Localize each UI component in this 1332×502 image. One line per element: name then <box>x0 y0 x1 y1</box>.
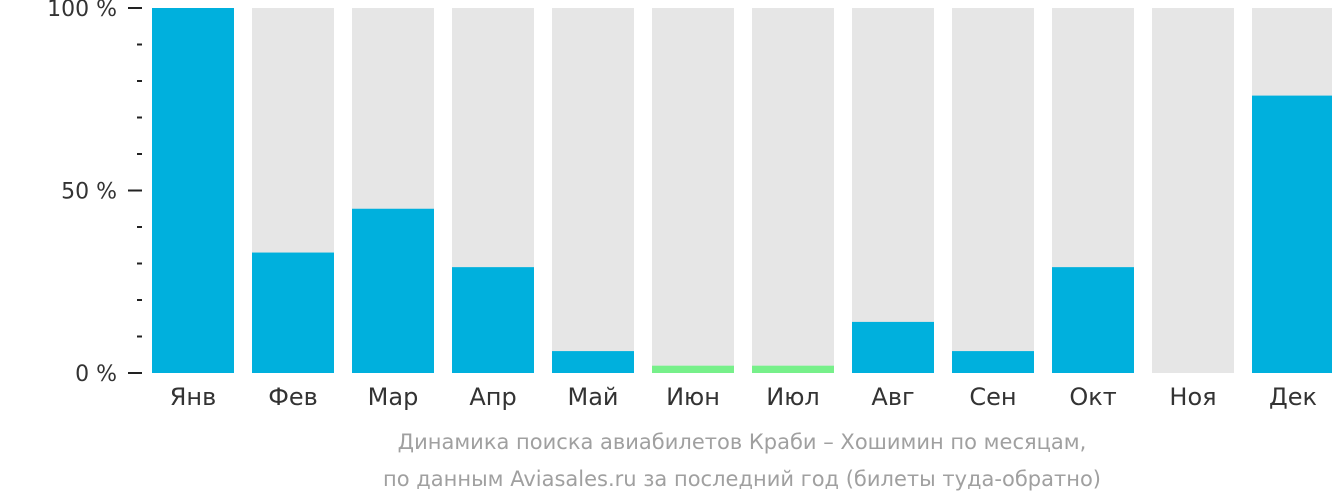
bar <box>1252 95 1332 373</box>
x-axis-labels: Янв Фев Мар Апр Май Июн Июл Авг Сен Окт Ноя Дек <box>170 383 1317 411</box>
x-tick-label: Дек <box>1269 383 1317 411</box>
x-tick-label: Июн <box>666 383 720 411</box>
y-tick-label: 0 % <box>75 362 117 387</box>
bar <box>452 267 534 373</box>
x-tick-label: Янв <box>170 383 217 411</box>
bar <box>852 321 934 373</box>
bar-background <box>952 8 1034 373</box>
bar <box>252 252 334 373</box>
x-tick-label: Окт <box>1069 383 1116 411</box>
chart-caption-line-2: по данным Aviasales.ru за последний год … <box>383 467 1101 491</box>
x-tick-label: Авг <box>871 383 914 411</box>
bar-background <box>752 8 834 373</box>
bar-chart: 0 % 50 % 100 % Янв Фев Мар Апр Май Июн Июл Авг Сен… <box>47 0 1332 411</box>
x-tick-label: Ноя <box>1169 383 1216 411</box>
x-tick-label: Апр <box>469 383 516 411</box>
bar <box>152 8 234 373</box>
bar-background <box>1152 8 1234 373</box>
x-tick-label: Май <box>567 383 618 411</box>
bar-background <box>852 8 934 373</box>
bar <box>352 208 434 373</box>
chart-caption-line-1: Динамика поиска авиабилетов Краби – Хоши… <box>397 430 1087 454</box>
bar <box>552 351 634 373</box>
bar <box>652 365 734 373</box>
bar-background <box>552 8 634 373</box>
x-tick-label: Июл <box>766 383 820 411</box>
x-tick-label: Сен <box>969 383 1016 411</box>
bars <box>152 8 1332 373</box>
y-axis: 0 % 50 % 100 % <box>47 0 142 387</box>
x-tick-label: Фев <box>268 383 318 411</box>
bar <box>952 351 1034 373</box>
bar <box>1052 267 1134 373</box>
y-tick-label: 100 % <box>47 0 117 22</box>
bar-background <box>652 8 734 373</box>
x-tick-label: Мар <box>368 383 419 411</box>
bar <box>752 365 834 373</box>
y-tick-label: 50 % <box>61 180 117 205</box>
